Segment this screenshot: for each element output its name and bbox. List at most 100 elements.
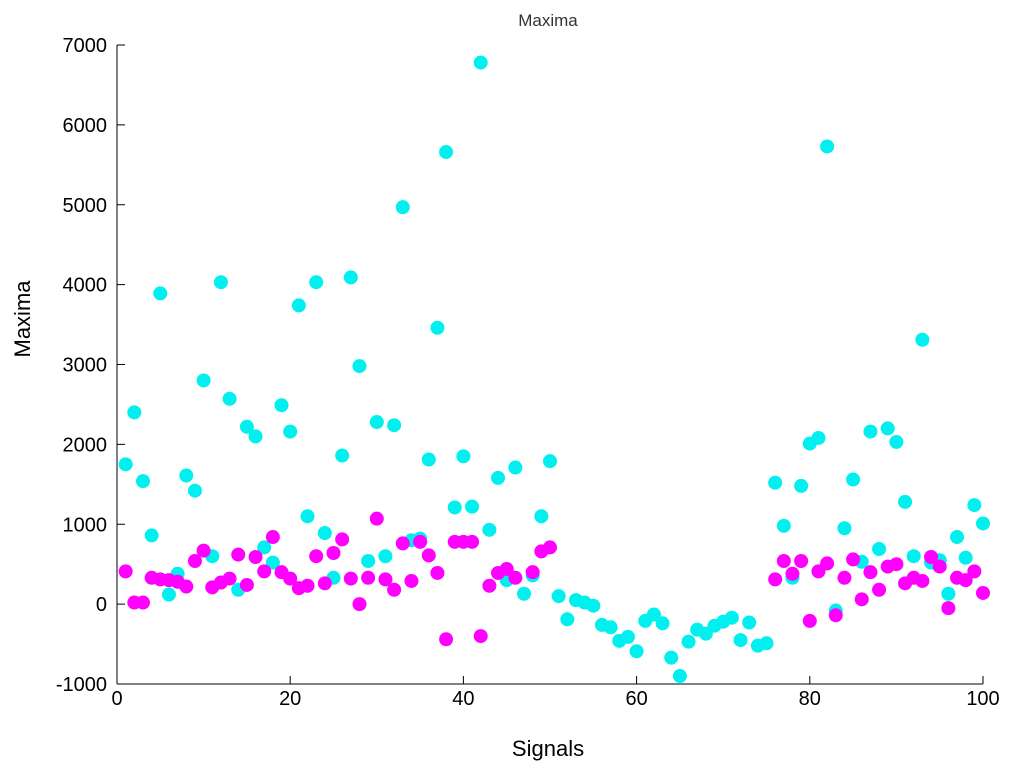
data-point: [473, 55, 488, 70]
data-point: [352, 359, 367, 374]
data-point: [898, 494, 913, 509]
x-tick-label: 100: [966, 688, 999, 710]
data-point: [967, 498, 982, 513]
y-tick-label: 7000: [63, 35, 108, 57]
series-0: [118, 55, 990, 684]
series-1: [118, 511, 990, 647]
data-point: [924, 549, 939, 564]
y-tick-label: 3000: [63, 355, 108, 377]
data-point: [352, 597, 367, 612]
data-point: [482, 522, 497, 537]
data-point: [742, 615, 757, 630]
data-point: [681, 634, 696, 649]
data-point: [846, 472, 861, 487]
data-point: [231, 547, 246, 562]
data-point: [802, 613, 817, 628]
data-point: [820, 556, 835, 571]
y-tick-label: 2000: [63, 434, 108, 456]
data-point: [317, 526, 332, 541]
data-point: [794, 478, 809, 493]
data-point: [508, 460, 523, 475]
chart-title: Maxima: [518, 11, 578, 30]
data-point: [283, 571, 298, 586]
data-point: [439, 145, 454, 160]
data-point: [361, 553, 376, 568]
data-point: [586, 598, 601, 613]
data-point: [880, 421, 895, 436]
data-point: [456, 449, 471, 464]
y-tick-label: 6000: [63, 115, 108, 137]
data-point: [889, 557, 904, 572]
data-point: [828, 608, 843, 623]
data-point: [629, 644, 644, 659]
data-point: [378, 572, 393, 587]
data-point: [257, 540, 272, 555]
data-point: [248, 429, 263, 444]
data-point: [387, 418, 402, 433]
data-point: [508, 570, 523, 585]
data-point: [776, 553, 791, 568]
data-point: [153, 286, 168, 301]
data-point: [179, 468, 194, 483]
data-point: [369, 415, 384, 430]
data-point: [317, 576, 332, 591]
data-point: [811, 430, 826, 445]
data-point: [378, 549, 393, 564]
data-point: [187, 553, 202, 568]
data-point: [343, 270, 358, 285]
y-tick-label: 4000: [63, 275, 108, 297]
x-tick-label: 40: [452, 688, 474, 710]
data-point: [265, 530, 280, 545]
data-point: [404, 573, 419, 588]
data-point: [620, 629, 635, 644]
data-point: [369, 511, 384, 526]
data-point: [161, 587, 176, 602]
data-point: [222, 391, 237, 406]
data-point: [958, 573, 973, 588]
data-point: [976, 585, 990, 600]
data-point: [543, 454, 557, 469]
y-axis-label: Maxima: [10, 280, 35, 358]
data-point: [672, 669, 687, 684]
data-points: [118, 55, 990, 684]
data-point: [932, 559, 947, 574]
data-point: [265, 555, 280, 570]
data-point: [239, 577, 254, 592]
data-point: [213, 275, 228, 290]
data-point: [655, 616, 670, 631]
data-point: [534, 509, 549, 524]
data-point: [854, 592, 869, 607]
data-point: [958, 550, 973, 565]
data-point: [196, 543, 211, 558]
data-point: [421, 548, 436, 563]
data-point: [794, 553, 809, 568]
data-point: [283, 424, 298, 439]
data-point: [733, 633, 748, 648]
data-point: [837, 570, 852, 585]
data-point: [603, 620, 618, 635]
data-point: [300, 578, 315, 593]
data-point: [915, 573, 930, 588]
data-point: [976, 516, 990, 531]
data-point: [551, 589, 566, 604]
data-point: [915, 332, 930, 347]
data-point: [768, 475, 783, 490]
data-point: [430, 320, 445, 335]
y-tick-label: 1000: [63, 514, 108, 536]
data-point: [439, 632, 454, 647]
data-point: [846, 552, 861, 567]
data-point: [300, 509, 315, 524]
data-point: [248, 549, 263, 564]
data-point: [837, 521, 852, 536]
data-point: [421, 452, 436, 467]
data-point: [889, 434, 904, 449]
data-point: [274, 398, 289, 413]
data-point: [759, 636, 774, 651]
x-tick-label: 20: [279, 688, 301, 710]
data-point: [135, 474, 150, 489]
data-point: [473, 629, 488, 644]
data-point: [309, 275, 324, 290]
data-point: [135, 595, 150, 610]
data-point: [465, 499, 480, 514]
